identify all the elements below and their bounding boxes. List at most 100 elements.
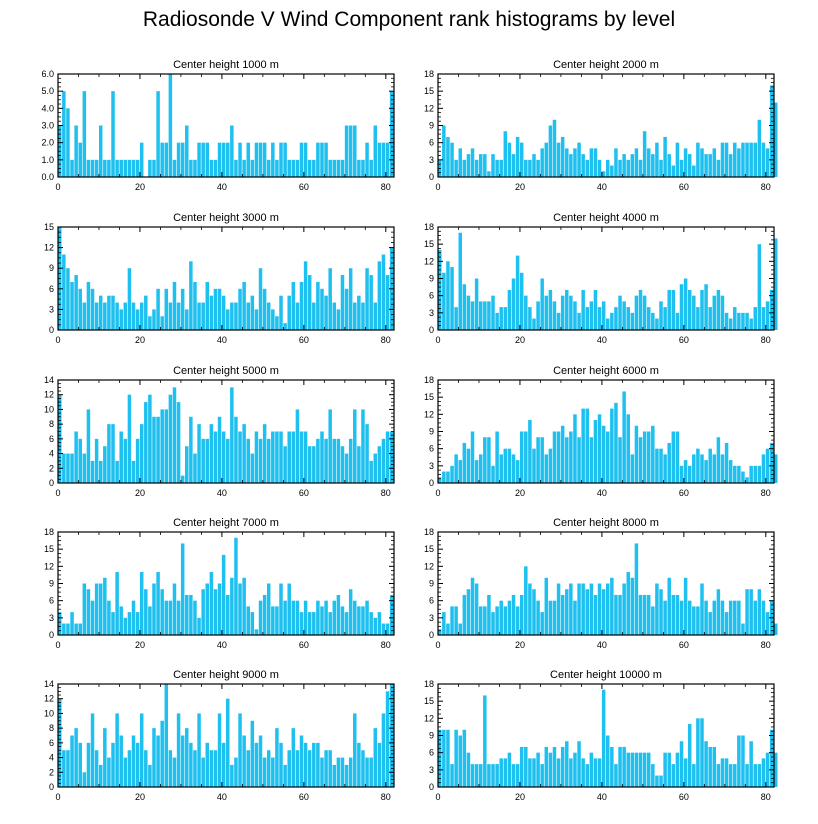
histogram-bar	[634, 148, 639, 177]
histogram-bar	[139, 572, 144, 635]
histogram-bar	[589, 752, 594, 787]
histogram-bar	[148, 394, 152, 483]
histogram-bar	[470, 577, 475, 635]
histogram-bar	[577, 312, 581, 330]
histogram-bar	[160, 720, 164, 787]
histogram-bar	[348, 125, 353, 177]
histogram-bar	[127, 159, 132, 177]
histogram-bar	[185, 125, 189, 177]
histogram-bar	[230, 302, 234, 330]
histogram-bar	[119, 309, 123, 330]
x-tick-label: 20	[135, 792, 145, 802]
histogram-bar	[381, 254, 386, 330]
histogram-bar	[462, 729, 467, 787]
histogram-bar	[205, 742, 210, 787]
histogram-bar	[275, 159, 279, 177]
histogram-bar	[217, 583, 222, 635]
histogram-bar	[262, 594, 267, 635]
histogram-bar	[589, 148, 594, 177]
histogram-bar	[454, 307, 458, 330]
histogram-bar	[176, 402, 181, 483]
y-tick-label: 0.0	[41, 172, 54, 182]
x-tick-label: 80	[381, 792, 391, 802]
histogram-bar	[234, 537, 238, 635]
histogram-bar	[528, 583, 532, 635]
histogram-bar	[524, 431, 528, 483]
histogram-bar	[577, 437, 581, 483]
histogram-bar	[197, 424, 201, 483]
histogram-bar	[515, 764, 520, 787]
histogram-bar	[385, 623, 390, 635]
histogram-bar	[365, 600, 369, 635]
histogram-bar	[696, 718, 700, 787]
histogram-bar	[209, 572, 214, 635]
histogram-bar	[111, 91, 115, 177]
histogram-bar	[552, 301, 557, 330]
histogram-bar	[470, 148, 475, 177]
histogram-bar	[519, 431, 524, 483]
histogram-bar	[659, 301, 663, 330]
histogram-bar	[528, 420, 532, 483]
histogram-bar	[316, 142, 320, 177]
x-tick-label: 80	[761, 335, 771, 345]
y-tick-label: 6	[49, 284, 54, 294]
histogram-bar	[66, 268, 70, 330]
histogram-bar	[353, 125, 357, 177]
histogram-bar	[769, 85, 774, 177]
histogram-bar	[70, 281, 74, 330]
histogram-bar	[90, 460, 95, 483]
histogram-bar	[466, 295, 471, 330]
histogram-bar	[176, 600, 181, 635]
histogram-bar	[626, 572, 630, 635]
histogram-bar	[172, 387, 177, 483]
histogram-bar	[172, 757, 177, 787]
histogram-bar	[491, 154, 495, 177]
histogram-bar	[642, 594, 647, 635]
histogram-bar	[139, 302, 144, 330]
x-tick-label: 20	[515, 792, 525, 802]
histogram-bar	[111, 742, 115, 787]
histogram-bar	[692, 165, 696, 177]
histogram-bar	[610, 312, 614, 330]
histogram-bar	[524, 295, 528, 330]
subplot-title: Center height 8000 m	[553, 517, 659, 529]
x-tick-label: 0	[55, 488, 60, 498]
histogram-bar	[462, 594, 467, 635]
histogram-bar	[438, 249, 442, 330]
histogram-bar	[320, 288, 324, 330]
histogram-bar	[450, 606, 454, 635]
histogram-bar	[634, 425, 639, 483]
histogram-bar	[556, 583, 561, 635]
histogram-bar	[630, 454, 635, 483]
histogram-bar	[761, 307, 766, 330]
histogram-bar	[511, 154, 516, 177]
histogram-bar	[279, 295, 283, 330]
histogram-bar	[667, 154, 671, 177]
histogram-bar	[671, 764, 676, 787]
y-tick-label: 4.0	[41, 103, 54, 113]
histogram-bar	[180, 475, 185, 483]
histogram-bar	[646, 307, 651, 330]
histogram-bar	[704, 460, 708, 483]
histogram-bar	[540, 612, 544, 635]
histogram-bar	[230, 125, 234, 177]
x-tick-label: 60	[679, 335, 689, 345]
histogram-bar	[119, 159, 123, 177]
histogram-bar	[614, 764, 618, 787]
histogram-bar	[279, 431, 283, 483]
histogram-bar	[733, 307, 737, 330]
histogram-bar	[765, 301, 770, 330]
histogram-bar	[266, 750, 271, 787]
histogram-bar	[303, 431, 308, 483]
histogram-bar	[103, 728, 107, 787]
histogram-bar	[275, 316, 279, 330]
histogram-bar	[769, 729, 774, 787]
histogram-bar	[172, 159, 177, 177]
histogram-bar	[683, 278, 688, 330]
histogram-bar	[540, 148, 544, 177]
x-tick-label: 20	[515, 335, 525, 345]
histogram-bar	[357, 159, 361, 177]
y-tick-label: 5.0	[41, 86, 54, 96]
histogram-bar	[540, 437, 544, 483]
histogram-bar	[593, 758, 598, 787]
